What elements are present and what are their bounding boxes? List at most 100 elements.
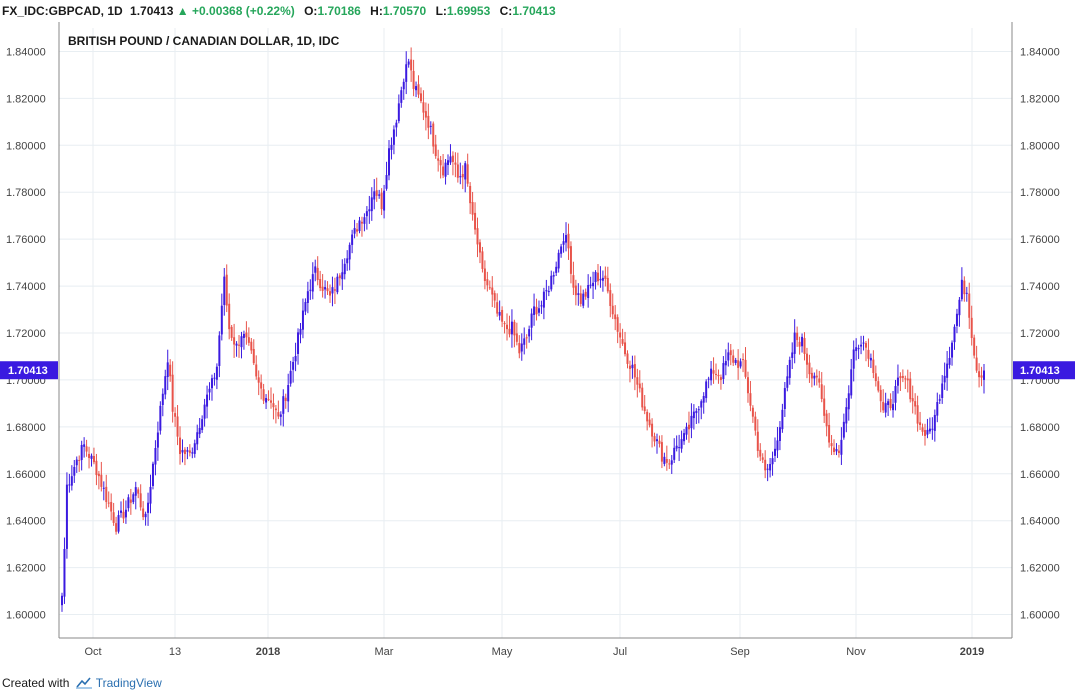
candle-body — [397, 103, 400, 122]
candle-body — [776, 440, 779, 451]
candle — [252, 339, 255, 366]
candle — [810, 367, 813, 388]
x-tick-label: May — [492, 646, 513, 658]
candle — [941, 375, 944, 404]
open-value: 1.70186 — [317, 4, 361, 18]
candle-body — [877, 381, 880, 391]
candle-body — [579, 293, 582, 304]
candle-body — [196, 432, 199, 445]
symbol-header: FX_IDC:GBPCAD, 1D 1.70413 ▲ +0.00368 (+0… — [2, 0, 556, 22]
candle — [702, 392, 705, 414]
candle — [766, 463, 769, 482]
candle-body — [368, 209, 371, 212]
candle — [660, 435, 663, 469]
candle — [596, 264, 599, 286]
candle — [631, 355, 634, 379]
candle — [833, 439, 836, 455]
candle-body — [601, 277, 604, 281]
candle — [242, 330, 245, 350]
candle-body — [169, 364, 172, 377]
candle — [294, 342, 297, 372]
candle-body — [471, 202, 474, 215]
candle-body — [134, 487, 137, 496]
candle — [825, 409, 828, 437]
candle — [830, 435, 833, 456]
candle-body — [835, 448, 838, 452]
y-tick-label-right: 1.74000 — [1020, 281, 1060, 293]
candle-body — [678, 447, 681, 449]
chart-title: BRITISH POUND / CANADIAN DOLLAR, 1D, IDC — [68, 34, 340, 48]
candle-body — [759, 449, 762, 457]
candle-body — [518, 343, 521, 354]
candle — [523, 327, 526, 355]
candle — [196, 424, 199, 451]
candle-body — [651, 423, 654, 437]
candle — [577, 283, 580, 306]
y-tick-label-left: 1.82000 — [6, 93, 46, 105]
candle-body — [850, 369, 853, 396]
tradingview-brand[interactable]: TradingView — [95, 676, 162, 690]
candle-body — [818, 378, 821, 383]
candle-body — [655, 439, 658, 442]
candle-body — [289, 370, 292, 384]
candle-body — [953, 326, 956, 343]
candle-body — [692, 411, 695, 419]
candle — [670, 454, 673, 474]
candle — [835, 443, 838, 456]
candle-body — [641, 387, 644, 408]
x-tick-label: Mar — [375, 646, 394, 658]
candle-body — [599, 278, 602, 281]
candle — [257, 370, 260, 396]
candle — [847, 385, 850, 421]
candle — [223, 267, 226, 316]
candle — [390, 137, 393, 160]
candle-body — [675, 445, 678, 449]
candle-body — [476, 228, 479, 245]
y-tick-label-left: 1.84000 — [6, 46, 46, 58]
candle — [587, 274, 590, 308]
candle — [142, 501, 145, 521]
candle-body — [717, 374, 720, 377]
candle-body — [422, 102, 425, 113]
candle — [439, 155, 442, 179]
candle-body — [107, 502, 110, 504]
symbol-label[interactable]: FX_IDC:GBPCAD, 1D — [2, 4, 123, 18]
candle — [914, 393, 917, 415]
candle-body — [774, 448, 777, 456]
candle — [97, 470, 100, 490]
candle — [513, 319, 516, 348]
candle — [921, 423, 924, 436]
candle-body — [410, 59, 413, 71]
candle-body — [309, 289, 312, 291]
candle-body — [658, 440, 661, 444]
candle — [872, 350, 875, 379]
tradingview-cloud-icon[interactable] — [75, 676, 93, 690]
candle-body — [909, 378, 912, 400]
candle-body — [899, 376, 902, 379]
y-tick-label-left: 1.64000 — [6, 516, 46, 528]
candle — [646, 409, 649, 431]
candle-body — [963, 280, 966, 295]
candle — [353, 219, 356, 239]
candle — [191, 447, 194, 459]
candle — [727, 342, 730, 367]
candle — [638, 370, 641, 393]
candle — [179, 426, 182, 465]
candle — [269, 387, 272, 409]
candle — [92, 447, 95, 465]
x-tick-label: 2018 — [256, 646, 280, 658]
candle — [815, 369, 818, 386]
candle-body — [171, 374, 174, 412]
candle — [933, 409, 936, 442]
candle-body — [459, 176, 462, 178]
y-tick-label-right: 1.80000 — [1020, 140, 1060, 152]
candle-body — [346, 258, 349, 264]
candle — [85, 439, 88, 457]
candle-body — [732, 355, 735, 363]
price-chart[interactable]: 1.60000 1.60000 1.62000 1.62000 1.64000 1.640… — [0, 22, 1077, 670]
candle — [442, 153, 445, 179]
candle — [215, 363, 218, 390]
candle-body — [373, 191, 376, 200]
candle-body — [262, 389, 265, 401]
candle-body — [973, 337, 976, 356]
